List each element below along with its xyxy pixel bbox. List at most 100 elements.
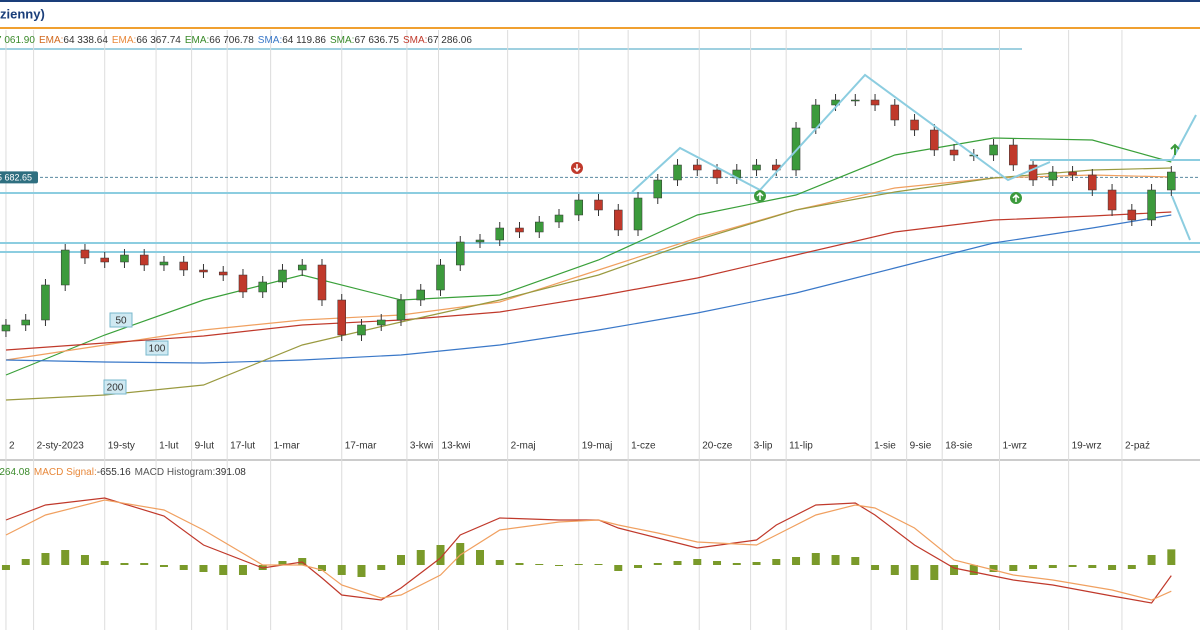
candle-body: [179, 261, 188, 271]
candle-body: [949, 149, 959, 156]
histogram-bar: [515, 563, 524, 565]
histogram-bar: [41, 553, 50, 565]
candle-body: [60, 249, 70, 286]
histogram-bar: [693, 559, 702, 565]
histogram-bar: [278, 561, 287, 565]
histogram-bar: [634, 565, 643, 568]
histogram-bar: [871, 565, 880, 570]
x-tick-label: 1-mar: [274, 441, 301, 452]
legend-name: EMA:: [185, 35, 209, 46]
histogram-bar: [61, 550, 70, 565]
up-arrow: [1170, 143, 1180, 155]
histogram-bar: [1127, 565, 1136, 569]
candle-body: [1009, 144, 1018, 166]
x-tick-label: 1-wrz: [1002, 441, 1026, 452]
legend-value: 66 706.78: [209, 35, 254, 46]
x-tick-label: 3-kwi: [410, 441, 433, 452]
legend-value: -264.08: [0, 467, 30, 478]
candle-body: [396, 299, 406, 321]
histogram-bar: [989, 565, 998, 572]
series-label: 100: [149, 344, 166, 355]
x-tick-label: 1-lut: [159, 441, 179, 452]
histogram-bar: [752, 562, 761, 565]
zigzag: [631, 73, 1051, 193]
candle-body: [1048, 171, 1058, 181]
histogram-bar: [930, 565, 939, 580]
x-tick-label: 19-wrz: [1072, 441, 1102, 452]
x-tick-label: 2-paź: [1125, 441, 1150, 452]
candle-body: [910, 119, 919, 131]
buy-arrow: [1012, 193, 1020, 202]
candle-body: [890, 104, 900, 121]
price-tag-label: 65 682.65: [0, 173, 32, 183]
x-tick-label: 19-maj: [582, 441, 613, 452]
level-layer: [0, 176, 1200, 253]
candle-body: [238, 274, 248, 293]
x-tick-label: 1-cze: [631, 441, 656, 452]
line-layer: [1, 137, 1176, 604]
candle-body: [1028, 164, 1038, 181]
histogram-bar: [594, 564, 603, 565]
histogram-bar: [100, 561, 109, 565]
legend-name: MACD Signal:: [34, 467, 97, 478]
histogram-bar: [1088, 565, 1097, 568]
indicator-line: [5, 211, 1172, 351]
legend-value: -655.16: [97, 467, 131, 478]
candle-body: [100, 257, 109, 263]
candle-body: [653, 179, 663, 199]
histogram-bar: [574, 564, 583, 565]
candle-body: [614, 209, 623, 231]
candle-body: [1068, 171, 1077, 176]
candle-body: [297, 264, 307, 271]
histogram-bar: [1029, 565, 1038, 569]
histogram-bar: [1147, 555, 1156, 565]
histogram-bar: [80, 555, 89, 565]
x-tick-label: 2-sty-2023: [37, 441, 85, 452]
legend-name: EMA:: [112, 35, 136, 46]
candle-body: [218, 271, 228, 276]
legend-name: SMA:: [403, 35, 427, 46]
grid-layer: [5, 30, 1123, 630]
legend-name: EMA:: [39, 35, 63, 46]
histogram-bar: [495, 560, 504, 565]
x-tick-label: 2-maj: [511, 441, 536, 452]
histogram-bar: [772, 559, 781, 565]
series-label-box: [109, 312, 133, 328]
buy-arrow: [756, 191, 764, 200]
histogram-bar: [120, 563, 129, 565]
histogram-bar: [811, 553, 820, 565]
candle-body: [554, 214, 564, 223]
histogram-bar: [969, 565, 978, 575]
x-tick-label: 2: [9, 441, 15, 452]
histogram-bar: [1108, 565, 1117, 570]
candle-body: [337, 299, 346, 336]
candle-body: [436, 264, 445, 291]
label-layer: 2 2-sty-2023 19-sty 1-lut 9-lut 17-lut 1-mar 17…: [0, 35, 1150, 478]
candle-layer: [1, 94, 1176, 341]
projection-down: [1171, 195, 1191, 241]
histogram-bar: [140, 563, 149, 565]
histogram-bar: [317, 565, 326, 571]
candle-body: [475, 239, 485, 243]
signal-icons: [571, 143, 1180, 204]
indicator-line: [5, 167, 1172, 401]
histogram-bar: [910, 565, 919, 580]
candle-body: [416, 289, 425, 301]
histogram-bar: [219, 565, 228, 575]
x-tick-label: 11-lip: [789, 441, 813, 452]
window-title: zienny): [0, 6, 45, 21]
indicator-line: [5, 499, 1172, 601]
histogram-bar: [851, 557, 860, 565]
histogram-bar: [337, 565, 346, 575]
candle-body: [1127, 209, 1137, 221]
histogram-bar: [21, 559, 30, 565]
candle-body: [495, 227, 505, 241]
candle-body: [21, 319, 30, 326]
series-label-box: [103, 379, 127, 395]
candle-body: [317, 264, 327, 301]
x-tick-label: 9-sie: [910, 441, 932, 452]
histogram-bar: [555, 565, 564, 566]
histogram-bar: [357, 565, 366, 577]
x-tick-label: 9-lut: [195, 441, 215, 452]
